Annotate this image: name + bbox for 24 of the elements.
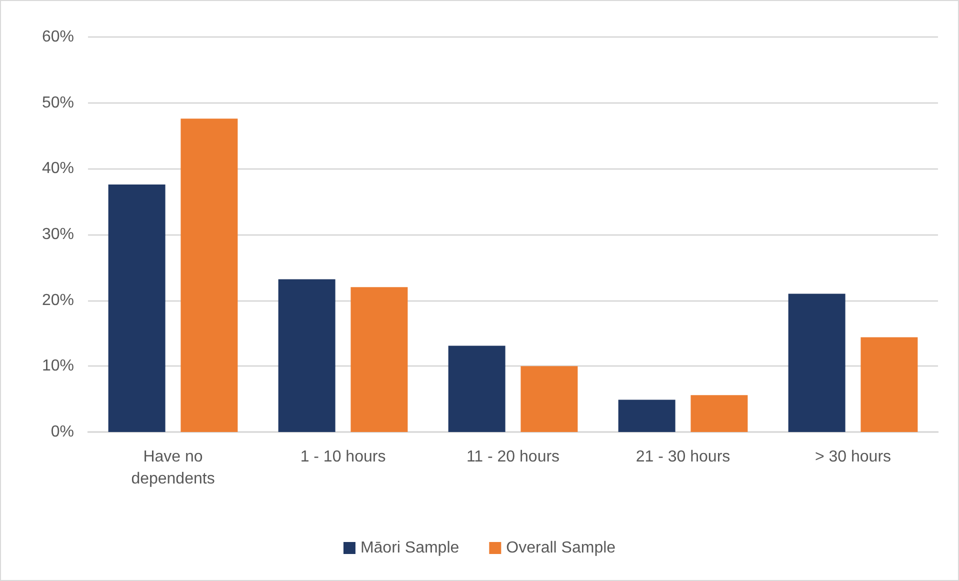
y-tick-label: 30% bbox=[42, 226, 74, 243]
y-tick-label: 60% bbox=[42, 28, 74, 46]
y-tick-label: 10% bbox=[42, 358, 74, 375]
bar bbox=[278, 279, 336, 432]
bar bbox=[108, 184, 166, 432]
bar bbox=[520, 366, 578, 432]
y-tick-label: 40% bbox=[42, 160, 74, 178]
y-tick-label: 0% bbox=[50, 424, 74, 440]
bar bbox=[690, 395, 748, 432]
bar bbox=[448, 346, 506, 432]
bar bbox=[180, 118, 238, 432]
x-tick-label: 11 - 20 hours bbox=[466, 448, 560, 466]
bar bbox=[618, 400, 676, 432]
bar bbox=[788, 294, 846, 432]
x-tick-label: 1 - 10 hours bbox=[300, 448, 386, 466]
y-tick-label: 50% bbox=[42, 94, 74, 112]
bar bbox=[860, 337, 918, 432]
bar bbox=[350, 287, 408, 432]
y-tick-label: 20% bbox=[42, 292, 74, 309]
legend-label: Overall Sample bbox=[506, 540, 616, 556]
x-tick-label: 21 - 30 hours bbox=[636, 448, 730, 466]
legend-label: Māori Sample bbox=[360, 540, 460, 556]
x-tick-label: Have no dependents bbox=[131, 448, 215, 488]
x-tick-label: > 30 hours bbox=[814, 448, 892, 466]
